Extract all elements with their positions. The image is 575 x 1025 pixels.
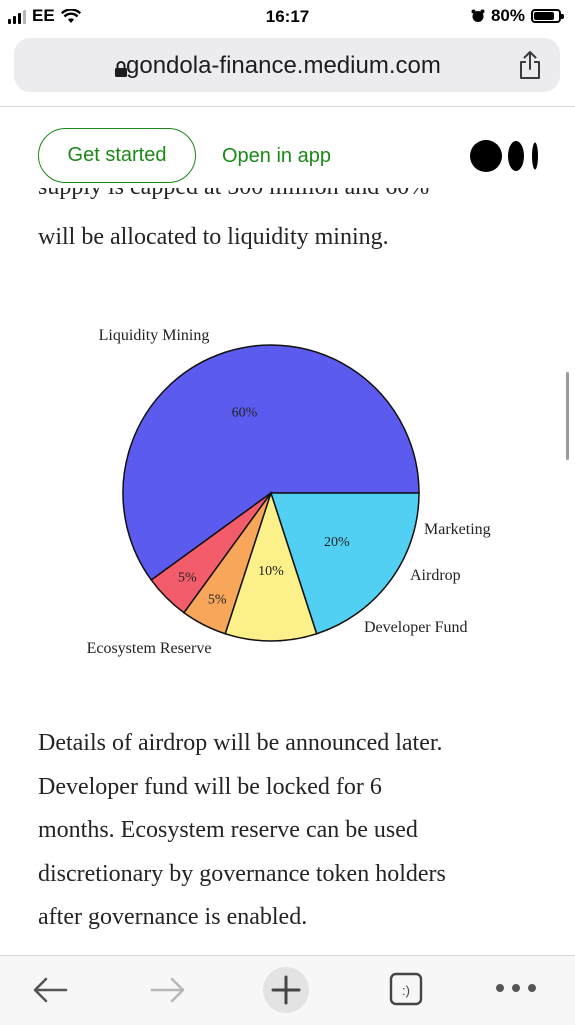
cut-off-text-line: supply is capped at 500 million and 60% — [38, 188, 518, 208]
header-divider — [0, 106, 575, 107]
paragraph-line: months. Ecosystem reserve can be used — [38, 817, 418, 843]
pie-category-label: Liquidity Mining — [99, 327, 210, 344]
more-options-icon[interactable] — [494, 982, 538, 994]
pie-value-label: 60% — [232, 405, 258, 420]
browser-toolbar: :) — [0, 955, 575, 1025]
pie-value-label: 10% — [258, 564, 284, 579]
forward-arrow-icon[interactable] — [148, 970, 188, 1010]
alarm-icon — [471, 9, 485, 22]
battery-icon — [531, 9, 564, 23]
pie-category-label: Ecosystem Reserve — [87, 640, 212, 657]
wifi-icon — [60, 9, 81, 23]
svg-text::): :) — [402, 983, 410, 998]
paragraph-line: Details of airdrop will be announced lat… — [38, 730, 443, 756]
article-paragraph: Details of airdrop will be announced lat… — [38, 722, 548, 940]
get-started-button[interactable]: Get started — [38, 128, 196, 183]
pie-value-label: 5% — [208, 592, 227, 607]
tabs-switcher-icon[interactable]: :) — [388, 970, 424, 1008]
intro-text: will be allocated to liquidity mining. — [38, 224, 389, 250]
battery-percent: 80% — [490, 6, 525, 25]
status-bar: EE 16:17 80% — [0, 0, 575, 34]
pie-category-label: Marketing — [424, 521, 491, 538]
paragraph-line: Developer fund will be locked for 6 — [38, 773, 382, 800]
scroll-indicator[interactable] — [566, 372, 569, 460]
back-arrow-icon[interactable] — [30, 970, 70, 1010]
clock: 16:17 — [265, 7, 310, 26]
pie-value-label: 20% — [324, 535, 350, 550]
pie-slice-ecosystem-reserve — [269, 492, 420, 635]
pie-category-label: Airdrop — [410, 567, 461, 584]
token-allocation-pie-chart: 60% Liquidity Mining 5% Marketing 5% Airdrop 1… — [87, 327, 491, 657]
paragraph-line: after governance is enabled. — [38, 904, 308, 930]
share-icon[interactable] — [518, 50, 542, 80]
lock-icon — [115, 61, 127, 77]
url-text: gondola-finance.medium.com — [126, 52, 441, 79]
pie-slice-liquidity-mining — [122, 344, 420, 582]
pie-category-label: Developer Fund — [364, 619, 468, 636]
open-in-app-link[interactable]: Open in app — [222, 145, 331, 167]
paragraph-line: discretionary by governance token holder… — [38, 860, 446, 887]
medium-logo-icon[interactable] — [470, 138, 542, 174]
address-bar[interactable]: gondola-finance.medium.com — [14, 38, 560, 92]
cellular-signal-icon — [8, 10, 26, 24]
pie-slice-developer-fund — [224, 490, 318, 642]
pie-value-label: 5% — [178, 571, 197, 586]
new-tab-plus-icon[interactable] — [262, 966, 310, 1014]
carrier-name: EE — [32, 6, 55, 25]
